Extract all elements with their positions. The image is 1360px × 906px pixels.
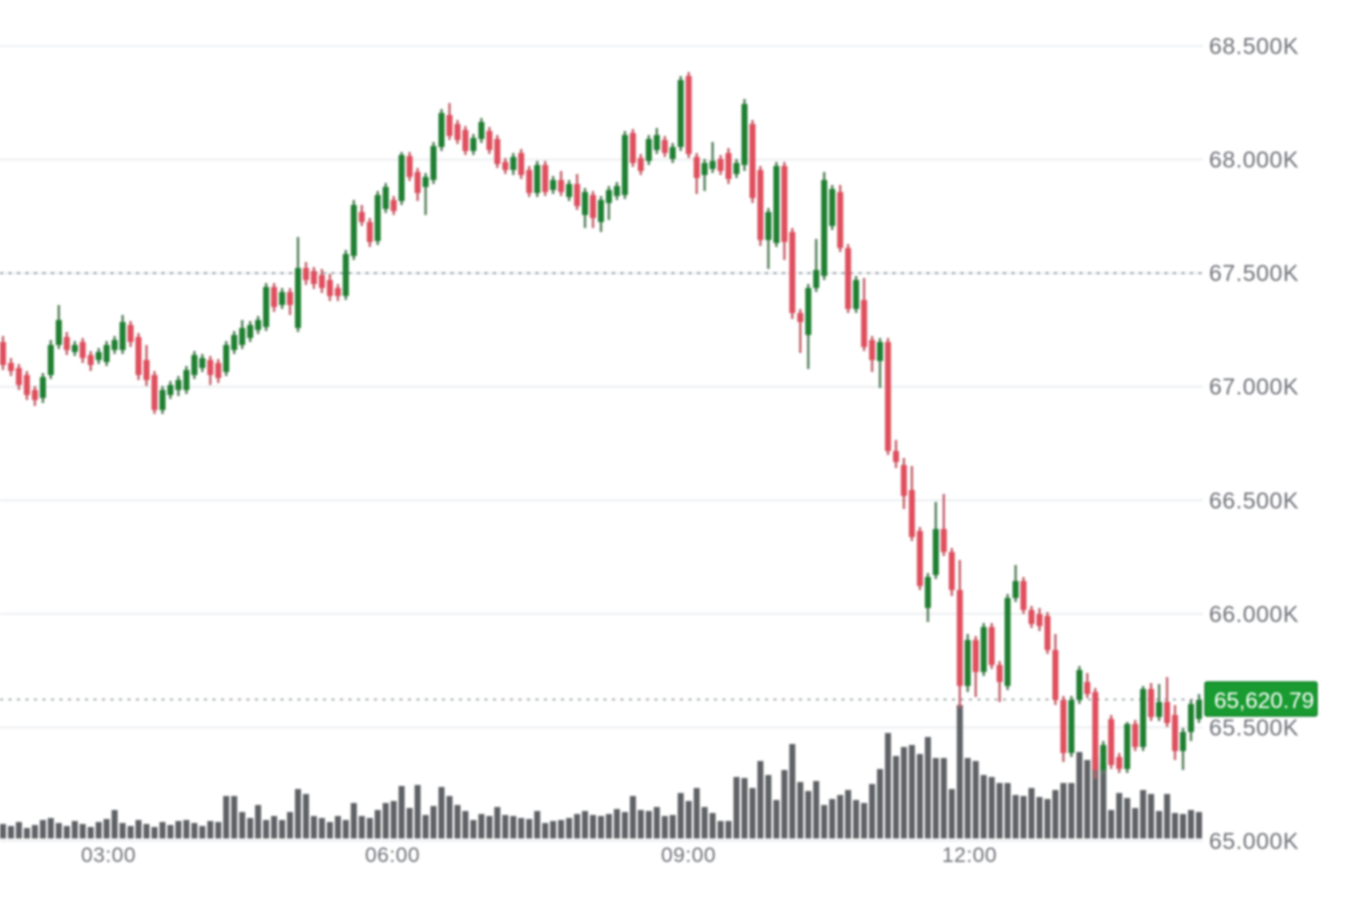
svg-text:65.000K: 65.000K bbox=[1209, 828, 1299, 854]
svg-text:65,620.79: 65,620.79 bbox=[1214, 688, 1314, 713]
svg-text:66.500K: 66.500K bbox=[1209, 487, 1299, 513]
svg-text:66.000K: 66.000K bbox=[1209, 601, 1299, 627]
svg-text:68.000K: 68.000K bbox=[1209, 147, 1299, 173]
svg-text:67.000K: 67.000K bbox=[1209, 374, 1299, 400]
svg-text:03:00: 03:00 bbox=[81, 844, 136, 867]
svg-text:09:00: 09:00 bbox=[661, 844, 716, 867]
svg-text:12:00: 12:00 bbox=[942, 844, 997, 867]
svg-text:68.500K: 68.500K bbox=[1209, 33, 1299, 59]
svg-text:65.500K: 65.500K bbox=[1209, 714, 1299, 740]
svg-text:67.500K: 67.500K bbox=[1209, 260, 1299, 286]
svg-text:06:00: 06:00 bbox=[365, 844, 420, 867]
